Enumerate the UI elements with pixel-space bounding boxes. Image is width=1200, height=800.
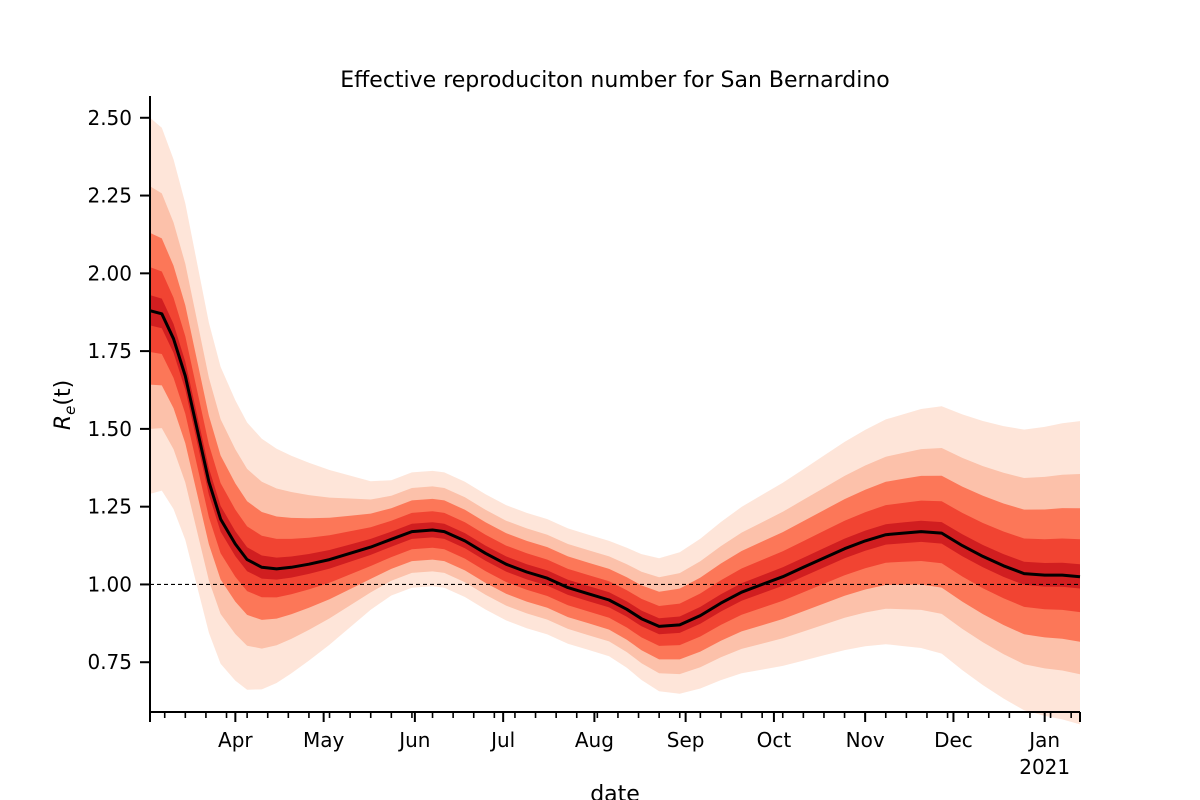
y-tick-label: 2.50 <box>87 106 132 130</box>
y-axis-label-sub: e <box>61 406 79 415</box>
x-tick-label: Sep <box>667 728 705 752</box>
x-ticks: Apr May Jun Jul Aug Sep Oct Nov Dec Jan 2021 <box>149 712 1081 779</box>
y-axis-label: Re(t) <box>51 380 79 430</box>
y-ticks: 0.75 1.00 1.25 1.50 1.75 2.00 2.25 2.50 <box>87 106 150 674</box>
x-axis-label: date <box>590 782 640 800</box>
x-tick-label: Aug <box>575 728 614 752</box>
y-tick-label: 1.00 <box>87 572 132 596</box>
x-tick-label: Jun <box>397 728 430 752</box>
chart-title: Effective reproduciton number for San Be… <box>340 68 890 93</box>
y-axis-label-main: R <box>51 415 76 430</box>
y-tick-label: 1.50 <box>87 417 132 441</box>
y-tick-label: 2.00 <box>87 261 132 285</box>
band-50pct <box>150 295 1080 635</box>
y-axis-label-tail: (t) <box>51 380 76 406</box>
x-tick-label: May <box>303 728 345 752</box>
x-tick-label: Apr <box>218 728 253 752</box>
x-tick-label: Jul <box>489 728 515 752</box>
uncertainty-bands <box>150 117 1080 725</box>
y-tick-label: 1.75 <box>87 339 132 363</box>
median-line <box>149 309 1081 628</box>
x-tick-label: Jan <box>1027 728 1060 752</box>
y-tick-label: 2.25 <box>87 184 132 208</box>
x-year-label: 2021 <box>1019 755 1070 779</box>
x-tick-label: Nov <box>846 728 885 752</box>
y-tick-label: 1.25 <box>87 495 132 519</box>
x-tick-label: Dec <box>934 728 973 752</box>
x-tick-label: Oct <box>757 728 792 752</box>
y-tick-label: 0.75 <box>87 650 132 674</box>
